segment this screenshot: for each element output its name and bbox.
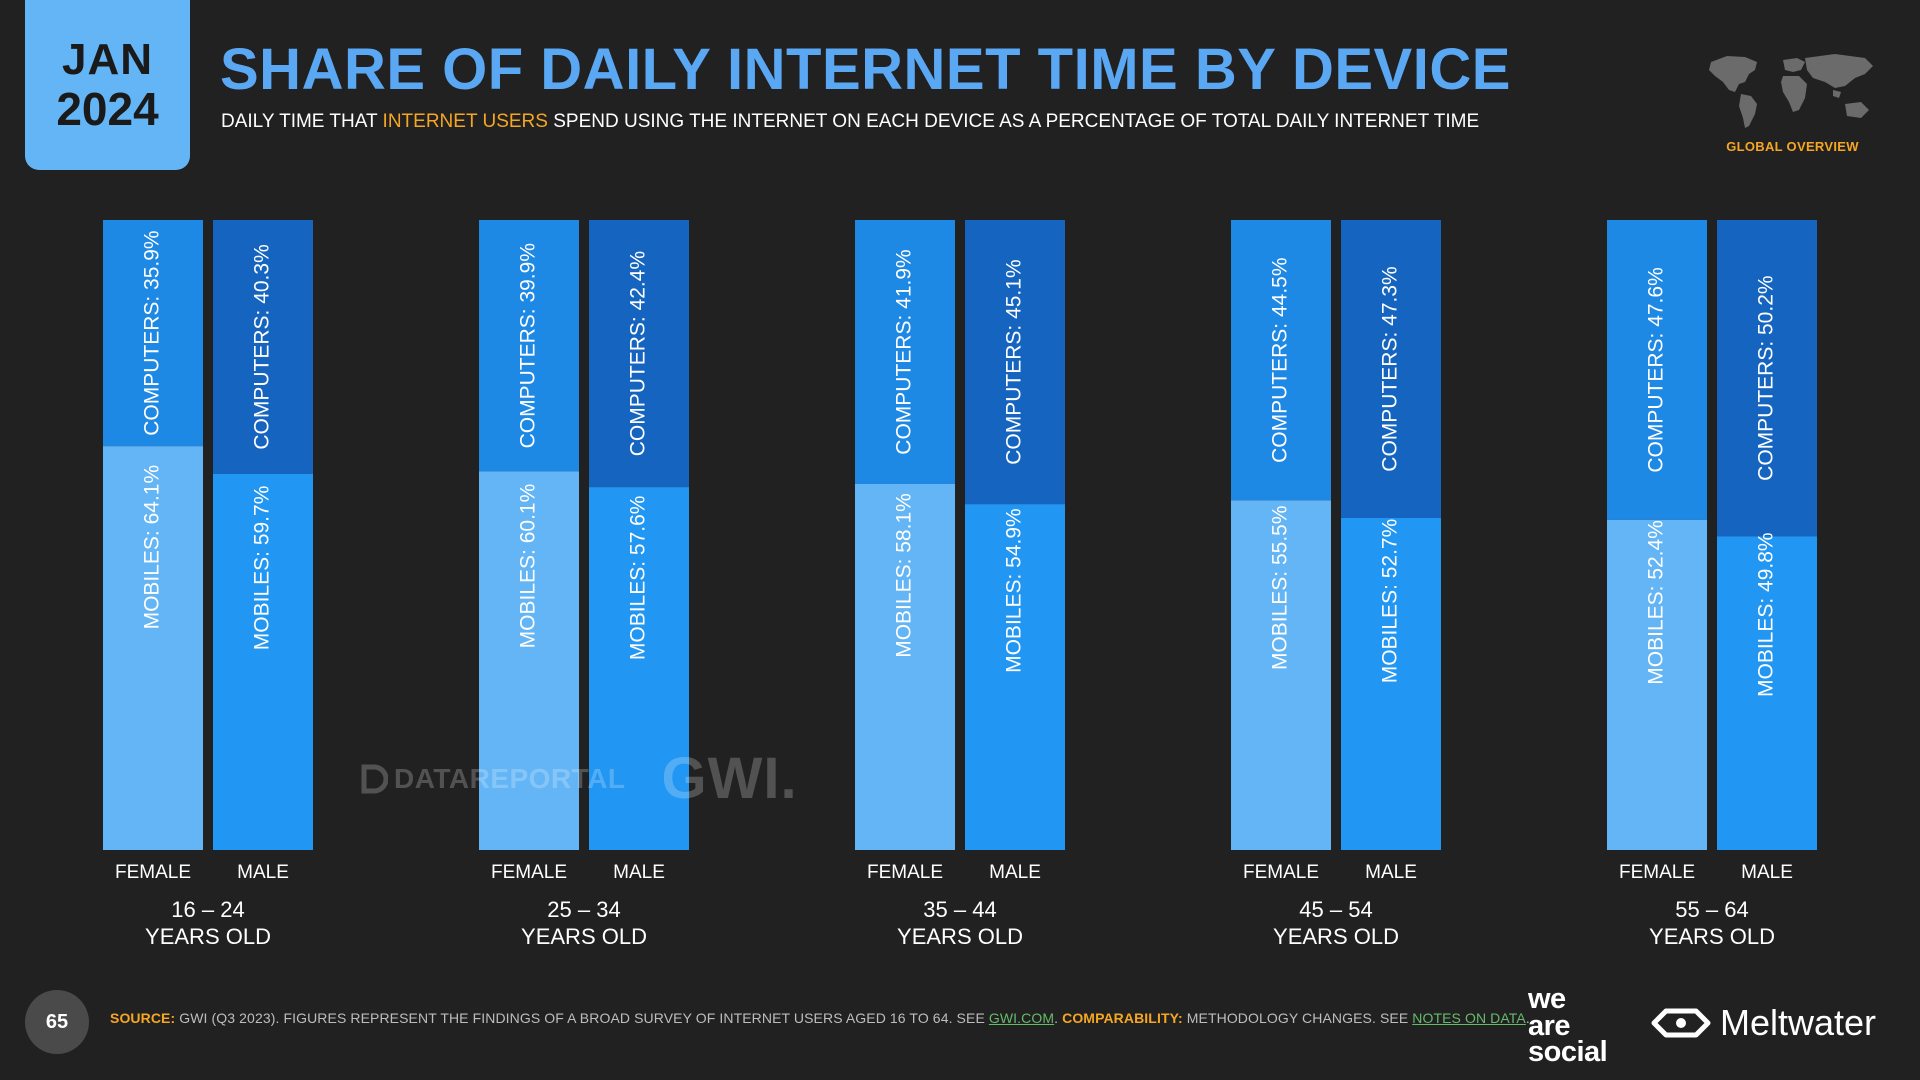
computers-value-label: COMPUTERS: 47.3% — [1379, 266, 1402, 471]
mobiles-segment — [1717, 536, 1817, 850]
source-note: SOURCE: GWI (Q3 2023). FIGURES REPRESENT… — [110, 1010, 1530, 1026]
computers-value-label: COMPUTERS: 35.9% — [141, 230, 164, 435]
gender-label: MALE — [613, 862, 665, 883]
age-group-label: 55 – 64 — [1675, 897, 1748, 922]
age-group-sublabel: YEARS OLD — [1273, 924, 1399, 949]
mobiles-value-label: MOBILES: 57.6% — [627, 496, 650, 661]
page-subtitle: DAILY TIME THAT INTERNET USERS SPEND USI… — [221, 111, 1479, 133]
gender-label: FEMALE — [491, 862, 567, 883]
comparability-text: METHODOLOGY CHANGES. SEE — [1182, 1010, 1413, 1026]
computers-segment — [1607, 220, 1707, 520]
computers-segment — [1341, 220, 1441, 518]
age-group-sublabel: YEARS OLD — [897, 924, 1023, 949]
mobiles-segment — [1231, 500, 1331, 850]
mobiles-value-label: MOBILES: 54.9% — [1003, 508, 1026, 673]
computers-segment — [103, 220, 203, 447]
computers-value-label: COMPUTERS: 44.5% — [1269, 257, 1292, 462]
subtitle-text-end: SPEND USING THE INTERNET ON EACH DEVICE … — [547, 111, 1480, 132]
computers-segment — [213, 220, 313, 474]
subtitle-text-start: DAILY TIME THAT — [221, 111, 383, 132]
date-year: 2024 — [56, 83, 159, 135]
region-label: GLOBAL OVERVIEW — [1726, 139, 1859, 154]
source-link[interactable]: GWI.COM — [988, 1010, 1055, 1026]
mobiles-segment — [1607, 519, 1707, 850]
computers-segment — [1717, 220, 1817, 537]
brand-line-1: we — [1528, 983, 1566, 1015]
computers-value-label: COMPUTERS: 41.9% — [893, 249, 916, 454]
date-month: JAN — [61, 35, 154, 84]
computers-value-label: COMPUTERS: 42.4% — [627, 251, 650, 456]
computers-segment — [855, 220, 955, 484]
world-map-icon — [1709, 54, 1873, 128]
computers-value-label: COMPUTERS: 45.1% — [1003, 259, 1026, 464]
brand-line-3: social — [1528, 1036, 1608, 1069]
mobiles-segment — [1341, 517, 1441, 850]
mobiles-segment — [589, 487, 689, 850]
date-badge: JAN 2024 — [25, 0, 190, 170]
mobiles-value-label: MOBILES: 58.1% — [893, 493, 916, 658]
mobiles-value-label: MOBILES: 55.5% — [1269, 505, 1292, 670]
source-separator: . — [1054, 1010, 1063, 1026]
computers-value-label: COMPUTERS: 40.3% — [251, 244, 274, 449]
gender-label: MALE — [1741, 862, 1793, 883]
mobiles-segment — [855, 483, 955, 850]
gender-label: FEMALE — [1243, 862, 1319, 883]
computers-value-label: COMPUTERS: 50.2% — [1755, 275, 1778, 480]
comparability-end: . — [1525, 1010, 1530, 1026]
source-key: SOURCE: — [110, 1010, 176, 1026]
page-title: SHARE OF DAILY INTERNET TIME BY DEVICE — [220, 37, 1511, 102]
age-group-label: 45 – 54 — [1299, 897, 1372, 922]
mobiles-segment — [103, 446, 203, 850]
mobiles-value-label: MOBILES: 59.7% — [251, 486, 274, 651]
subtitle-highlight: INTERNET USERS — [382, 111, 548, 132]
meltwater-wordmark: Meltwater — [1720, 1002, 1877, 1043]
mobiles-value-label: MOBILES: 49.8% — [1755, 532, 1778, 697]
gender-label: MALE — [237, 862, 289, 883]
mobiles-value-label: MOBILES: 52.7% — [1379, 519, 1402, 684]
computers-segment — [589, 220, 689, 488]
gender-label: MALE — [989, 862, 1041, 883]
computers-value-label: COMPUTERS: 39.9% — [517, 243, 540, 448]
computers-segment — [479, 220, 579, 472]
source-text: GWI (Q3 2023). FIGURES REPRESENT THE FIN… — [175, 1010, 989, 1026]
age-group-label: 16 – 24 — [171, 897, 244, 922]
age-group-label: 25 – 34 — [547, 897, 620, 922]
mobiles-segment — [965, 504, 1065, 850]
mobiles-value-label: MOBILES: 60.1% — [517, 484, 540, 649]
gender-label: FEMALE — [1619, 862, 1695, 883]
mobiles-segment — [479, 471, 579, 850]
notes-on-data-link[interactable]: NOTES ON DATA — [1412, 1010, 1526, 1026]
meltwater-logo: Meltwater — [1650, 1002, 1876, 1044]
mobiles-segment — [213, 473, 313, 850]
mobiles-value-label: MOBILES: 52.4% — [1645, 520, 1668, 685]
mobiles-value-label: MOBILES: 64.1% — [141, 465, 164, 630]
computers-segment — [1231, 220, 1331, 501]
comparability-key: COMPARABILITY: — [1062, 1010, 1183, 1026]
computers-value-label: COMPUTERS: 47.6% — [1645, 267, 1668, 472]
gender-label: MALE — [1365, 862, 1417, 883]
page-number: 65 — [25, 990, 89, 1054]
we-are-social-logo: we are social — [1528, 983, 1608, 1069]
age-group-label: 35 – 44 — [923, 897, 996, 922]
age-group-sublabel: YEARS OLD — [145, 924, 271, 949]
gender-label: FEMALE — [115, 862, 191, 883]
meltwater-mark-icon — [1651, 1008, 1711, 1038]
age-group-sublabel: YEARS OLD — [521, 924, 647, 949]
stacked-bar-chart: COMPUTERS: 35.9% MOBILES: 64.1% FEMALE COMP… — [103, 220, 1817, 949]
brand-line-2: are — [1528, 1009, 1571, 1042]
gender-label: FEMALE — [867, 862, 943, 883]
computers-segment — [965, 220, 1065, 505]
age-group-sublabel: YEARS OLD — [1649, 924, 1775, 949]
